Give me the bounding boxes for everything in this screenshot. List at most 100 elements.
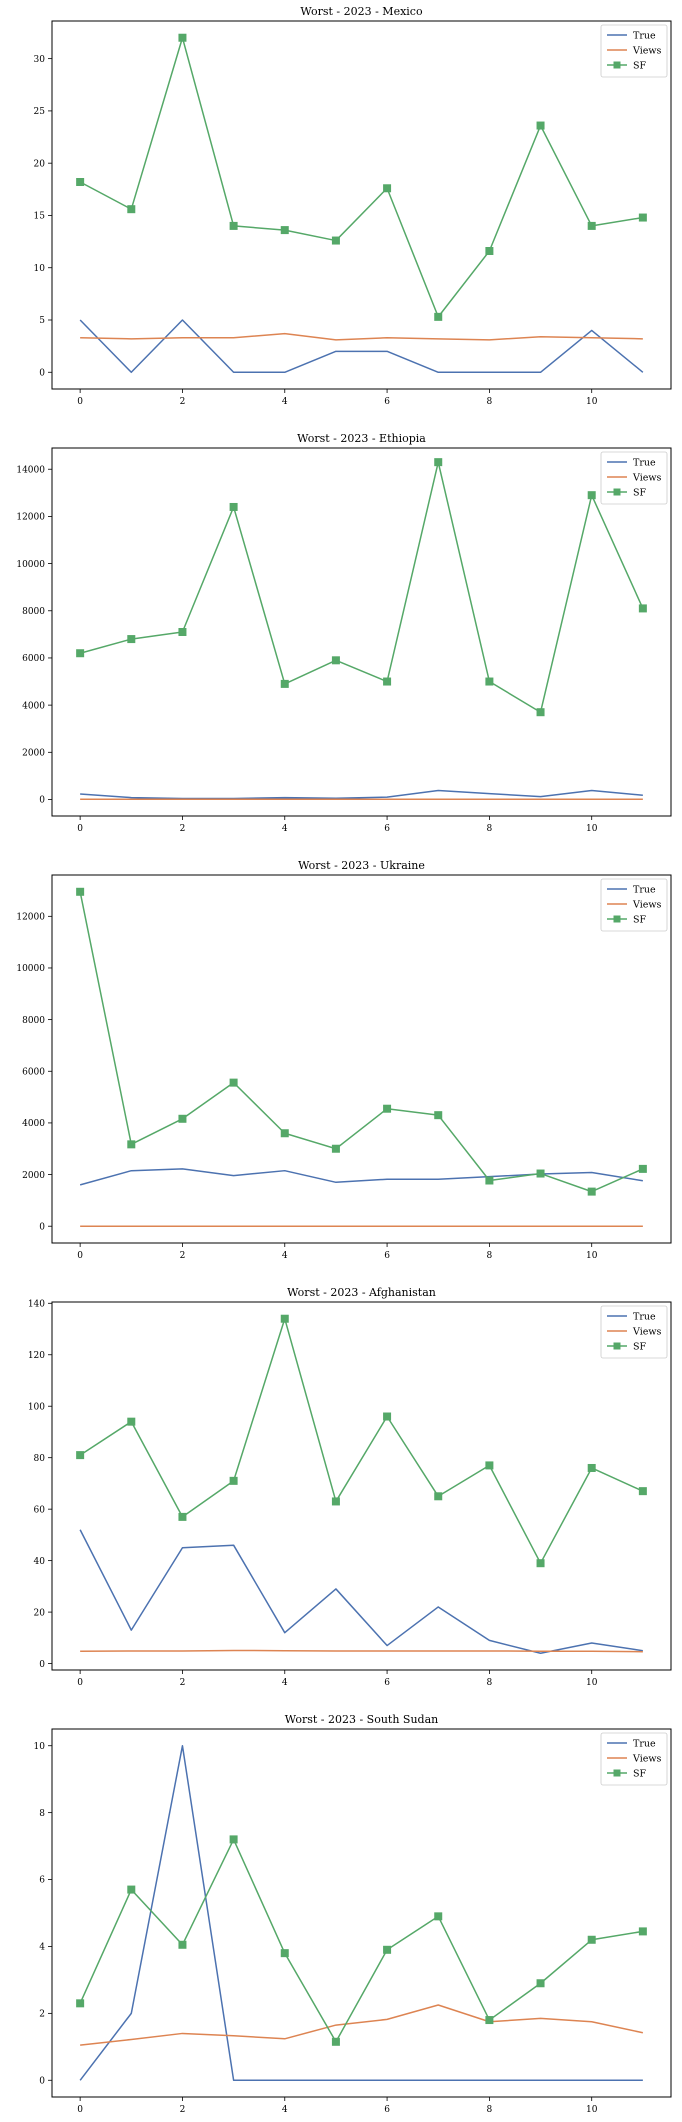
- data-point-sf: [383, 1104, 392, 1113]
- legend-label: SF: [633, 60, 647, 71]
- series-line-views: [80, 332, 643, 341]
- x-tick-label: 0: [77, 1678, 83, 1688]
- legend-marker-sf: [613, 915, 621, 923]
- legend-marker-sf: [613, 1342, 621, 1350]
- x-tick-label: 6: [384, 1678, 390, 1688]
- data-point-sf: [536, 708, 545, 717]
- x-tick-label: 4: [282, 2105, 288, 2115]
- x-tick-label: 2: [180, 1678, 186, 1688]
- legend-marker-sf: [613, 488, 621, 496]
- data-point-sf: [76, 1451, 85, 1460]
- x-tick-label: 2: [180, 2105, 186, 2115]
- x-tick-label: 4: [282, 1678, 288, 1688]
- plot-frame: [51, 1728, 672, 2098]
- y-tick-label: 40: [34, 1557, 46, 1567]
- x-tick-label: 8: [487, 1251, 493, 1261]
- legend-label: Views: [632, 1326, 661, 1337]
- data-point-sf: [485, 247, 494, 255]
- x-tick-label: 10: [586, 1678, 598, 1688]
- data-point-sf: [127, 1140, 136, 1149]
- y-tick-label: 20: [34, 159, 46, 169]
- series-line-sf: [79, 1838, 643, 2043]
- data-point-sf: [383, 1412, 392, 1421]
- x-tick-label: 8: [487, 397, 493, 407]
- data-point-sf: [434, 458, 443, 467]
- x-tick-label: 2: [180, 824, 186, 834]
- x-tick-label: 6: [384, 1251, 390, 1261]
- legend-label: Views: [632, 472, 661, 483]
- series-line-true: [79, 1744, 643, 2082]
- legend: True Views SF: [600, 24, 668, 78]
- y-tick-label: 0: [39, 1222, 45, 1232]
- legend-label: SF: [633, 1341, 647, 1352]
- x-tick-label: 10: [586, 2105, 598, 2115]
- data-point-sf: [229, 1835, 238, 1844]
- legend-label: SF: [633, 487, 647, 498]
- legend-marker-sf: [613, 61, 621, 69]
- y-tick-label: 15: [34, 212, 46, 222]
- chart-panel-0: Worst - 2023 - Mexico 0 2 4 6 8 10 0 5 10 15 20 25 30…: [34, 5, 672, 407]
- series-line-true: [79, 1168, 643, 1186]
- data-point-sf: [434, 1111, 443, 1120]
- data-point-sf: [229, 1078, 238, 1087]
- series-line-sf: [79, 461, 644, 713]
- data-point-sf: [280, 1129, 289, 1138]
- y-tick-label: 0: [39, 796, 45, 806]
- legend-label: Views: [632, 45, 661, 56]
- series-line-sf: [79, 1317, 644, 1564]
- x-tick-label: 10: [586, 397, 598, 407]
- x-tick-label: 6: [384, 824, 390, 834]
- x-tick-label: 4: [282, 1251, 288, 1261]
- legend-marker-sf: [613, 1769, 621, 1777]
- y-tick-label: 0: [39, 2076, 45, 2086]
- series-line-true: [79, 319, 644, 374]
- y-tick-label: 80: [34, 1454, 46, 1464]
- data-point-sf: [485, 1176, 494, 1185]
- legend: True Views SF: [600, 1732, 668, 1786]
- plot-frame: [51, 874, 672, 1244]
- data-point-sf: [536, 1559, 545, 1568]
- legend-label: True: [633, 1738, 656, 1749]
- y-tick-label: 14000: [16, 465, 45, 475]
- legend-label: Views: [632, 1753, 661, 1764]
- data-point-sf: [127, 635, 136, 644]
- x-tick-label: 0: [77, 1251, 83, 1261]
- data-point-sf: [331, 2037, 340, 2046]
- data-point-sf: [178, 1940, 187, 1949]
- x-tick-label: 4: [282, 397, 288, 407]
- y-tick-label: 20: [34, 1608, 46, 1618]
- y-tick-label: 10000: [16, 560, 45, 570]
- legend-label: SF: [633, 1768, 647, 1779]
- chart-panel-4: Worst - 2023 - South Sudan 0 2 4 6 8 10 0 2 4 6 8 10…: [34, 1713, 672, 2115]
- legend-label: Views: [632, 899, 661, 910]
- plot-frame: [51, 1301, 672, 1671]
- data-point-sf: [280, 1949, 289, 1958]
- data-point-sf: [536, 1169, 545, 1178]
- x-tick-label: 6: [384, 397, 390, 407]
- y-tick-label: 8000: [22, 607, 45, 617]
- legend-label: SF: [633, 914, 647, 925]
- y-tick-label: 10: [34, 264, 46, 274]
- y-tick-label: 25: [34, 107, 46, 117]
- data-point-sf: [178, 1114, 187, 1123]
- x-tick-label: 10: [586, 824, 598, 834]
- x-tick-label: 8: [487, 2105, 493, 2115]
- x-tick-label: 2: [180, 397, 186, 407]
- x-tick-label: 2: [180, 1251, 186, 1261]
- y-tick-label: 12000: [16, 513, 45, 523]
- data-point-sf: [229, 221, 238, 230]
- chart-title: Worst - 2023 - Afghanistan: [287, 1286, 436, 1299]
- series-line-true: [79, 1529, 643, 1655]
- data-point-sf: [485, 677, 494, 686]
- data-point-sf: [638, 1164, 647, 1173]
- data-point-sf: [536, 1979, 545, 1988]
- y-tick-label: 120: [28, 1351, 45, 1361]
- series-line-true: [80, 789, 643, 800]
- data-point-sf: [587, 1463, 596, 1472]
- x-tick-label: 6: [384, 2105, 390, 2115]
- y-tick-label: 2000: [22, 749, 45, 759]
- chart-title: Worst - 2023 - South Sudan: [285, 1713, 438, 1726]
- y-tick-label: 60: [34, 1505, 46, 1515]
- data-point-sf: [587, 1187, 596, 1196]
